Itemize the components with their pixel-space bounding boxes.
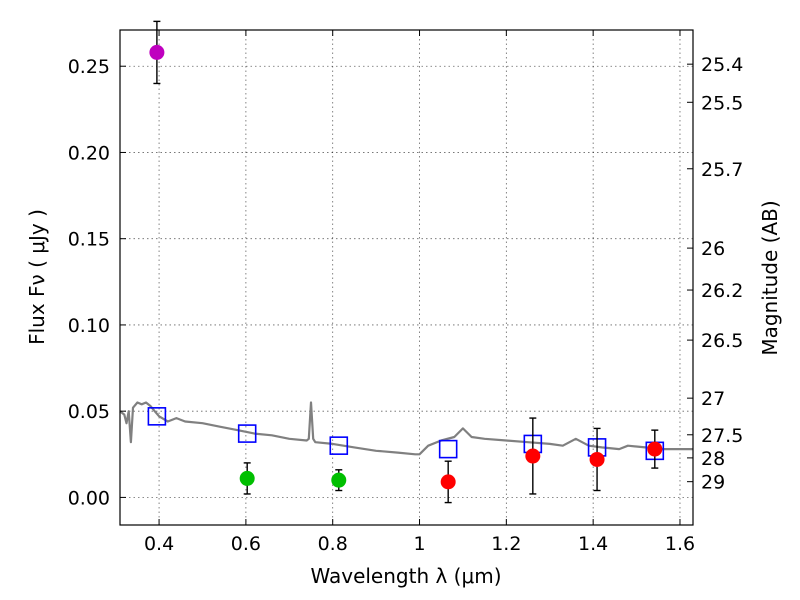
- magnitude-tick-label: 26: [701, 238, 725, 260]
- photometry-point: [589, 451, 605, 467]
- photometry-point: [440, 474, 456, 490]
- x-tick-label: 0.6: [231, 533, 261, 555]
- x-axis-title: Wavelength λ (μm): [310, 564, 501, 588]
- y-tick-label: 0.00: [68, 487, 110, 509]
- y-tick-label: 0.25: [68, 56, 110, 78]
- y-axis-title: Flux Fν ( μJy ): [25, 209, 49, 345]
- magnitude-tick-label: 25.7: [701, 159, 743, 181]
- plot-frame: [119, 29, 694, 526]
- ticks-layer: 0.4 0.6 0.8 1 1.2 1.4 1.6 0.00 0.05 0.10 0.15 0.20 0…: [68, 30, 743, 555]
- model-square-marker: [147, 407, 167, 426]
- y-tick-label: 0.20: [68, 142, 110, 164]
- magnitude-tick-label: 26.5: [701, 330, 743, 352]
- model-square-marker: [237, 424, 257, 443]
- y-tick-label: 0.15: [68, 229, 110, 251]
- model-square-marker: [329, 436, 349, 455]
- photometry-point: [149, 44, 165, 60]
- magnitude-tick-label: 28: [701, 448, 725, 470]
- x-tick-label: 1: [413, 533, 425, 555]
- x-tick-label: 0.8: [318, 533, 348, 555]
- photometry-point: [331, 472, 347, 488]
- x-tick-label: 1.6: [665, 533, 695, 555]
- x-tick-label: 0.4: [144, 533, 174, 555]
- magnitude-tick-label: 27.5: [701, 425, 743, 447]
- magnitude-tick-label: 29: [701, 472, 725, 494]
- magnitude-tick-label: 26.2: [701, 280, 743, 302]
- x-tick-label: 1.2: [491, 533, 521, 555]
- y-tick-label: 0.10: [68, 315, 110, 337]
- magnitude-tick-label: 25.4: [701, 54, 743, 76]
- model-square-marker: [438, 439, 458, 459]
- magnitude-tick-label: 27: [701, 388, 725, 410]
- y-axis-right-title: Magnitude (AB): [758, 200, 782, 355]
- data-points-layer: [147, 20, 665, 504]
- photometry-point: [525, 448, 541, 464]
- sed-model-layer: [119, 401, 693, 456]
- sed-model-line: [119, 401, 693, 456]
- x-tick-label: 1.4: [578, 533, 608, 555]
- grid-layer: [120, 30, 693, 525]
- magnitude-tick-label: 25.5: [701, 92, 743, 114]
- photometry-point: [239, 470, 255, 486]
- photometry-point: [647, 441, 663, 457]
- y-tick-label: 0.05: [68, 401, 110, 423]
